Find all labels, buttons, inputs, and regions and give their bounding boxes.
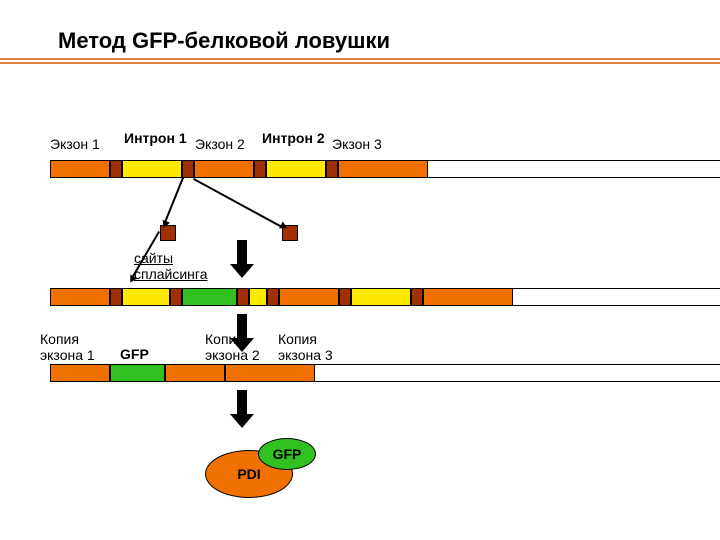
stage1-label-2: Экзон 2 (195, 136, 245, 152)
stage2-bar-seg-4 (182, 288, 237, 306)
stage1-label-4: Экзон 3 (332, 136, 382, 152)
stage1-bar-seg-7 (326, 160, 338, 178)
stage1-label-1: Интрон 1 (124, 130, 187, 146)
title-underline-1 (0, 62, 720, 64)
gfp-ellipse: GFP (258, 438, 316, 470)
stage2-bar-seg-8 (279, 288, 339, 306)
stage2-bar-seg-2 (122, 288, 170, 306)
splice-line-0 (164, 177, 184, 225)
stage1-bar-seg-6 (266, 160, 326, 178)
stage3-bar-blank (315, 364, 720, 382)
stage2-bar-seg-0 (50, 288, 110, 306)
stage2-bar-seg-3 (170, 288, 182, 306)
stage2-bar-seg-11 (411, 288, 423, 306)
stage2-bar-blank (513, 288, 720, 306)
stage3-label-1: GFP (120, 346, 149, 362)
stage2-bar-seg-12 (423, 288, 513, 306)
stage1-label-0: Экзон 1 (50, 136, 100, 152)
stage1-bar-seg-8 (338, 160, 428, 178)
stage1-label-3: Интрон 2 (262, 130, 325, 146)
arrow-3 (230, 390, 254, 428)
stage1-bar-seg-4 (194, 160, 254, 178)
stage2-bar-seg-10 (351, 288, 411, 306)
stage2-bar-seg-6 (249, 288, 267, 306)
stage1-bar-seg-2 (122, 160, 182, 178)
stage3-bar-seg-3 (225, 364, 315, 382)
diagram-title: Метод GFP-белковой ловушки (58, 28, 390, 54)
stage2-bar-seg-7 (267, 288, 279, 306)
stage3-bar-seg-1 (110, 364, 165, 382)
stage2-bar-seg-1 (110, 288, 122, 306)
stage3-bar-seg-0 (50, 364, 110, 382)
stage3-label-2: Копияэкзона 2 (205, 331, 260, 363)
stage2-bar-seg-9 (339, 288, 351, 306)
stage2-bar-seg-5 (237, 288, 249, 306)
stage1-bar-seg-0 (50, 160, 110, 178)
stage3-label-3: Копияэкзона 3 (278, 331, 333, 363)
stage1-bar-seg-5 (254, 160, 266, 178)
stage1-bar-blank (428, 160, 720, 178)
splice-line-1 (193, 178, 284, 228)
title-underline-0 (0, 58, 720, 60)
stage1-bar-seg-1 (110, 160, 122, 178)
arrow-1 (230, 240, 254, 278)
stage3-bar-seg-2 (165, 364, 225, 382)
stage3-label-0: Копияэкзона 1 (40, 331, 95, 363)
stage1-bar-seg-3 (182, 160, 194, 178)
